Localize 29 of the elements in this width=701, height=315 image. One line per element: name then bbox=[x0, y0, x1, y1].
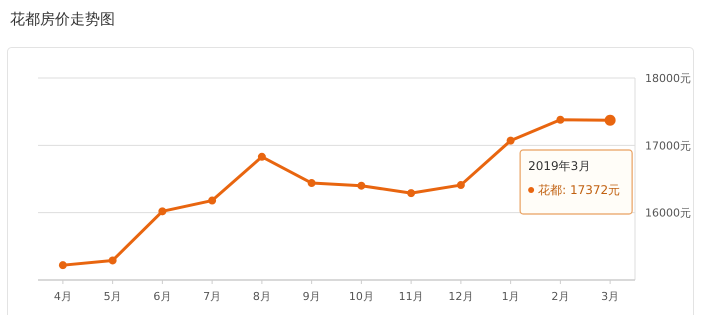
y-tick-label: 17000元 bbox=[645, 139, 691, 152]
point bbox=[456, 181, 465, 190]
x-tick-label: 9月 bbox=[302, 290, 321, 303]
point bbox=[308, 179, 316, 188]
annotation: 花都: 17372元 bbox=[538, 183, 620, 197]
point bbox=[208, 196, 216, 205]
x-tick-label: 7月 bbox=[203, 290, 222, 303]
x-tick-label: 2月 bbox=[551, 290, 570, 303]
y-tick-label: 18000元 bbox=[645, 72, 691, 85]
annotation: 2019年3月 bbox=[528, 159, 590, 173]
point bbox=[357, 182, 366, 190]
point bbox=[108, 256, 117, 264]
y-tick-label: 16000元 bbox=[645, 206, 691, 220]
x-tick-label: 5月 bbox=[104, 290, 122, 303]
x-tick-label: 3月 bbox=[601, 290, 620, 303]
chart-title: 花都房价走势图 bbox=[10, 10, 115, 28]
x-tick-label: 6月 bbox=[153, 290, 172, 303]
point bbox=[556, 116, 564, 124]
point bbox=[158, 207, 166, 216]
x-tick-label: 10月 bbox=[348, 290, 374, 303]
point bbox=[407, 189, 416, 198]
point bbox=[58, 261, 67, 270]
x-tick-label: 1月 bbox=[502, 290, 520, 303]
point bbox=[258, 152, 266, 161]
x-tick-label: 11月 bbox=[398, 290, 424, 303]
x-tick-label: 12月 bbox=[448, 290, 474, 303]
point bbox=[506, 136, 515, 145]
x-tick-label: 4月 bbox=[54, 290, 72, 303]
x-tick-label: 8月 bbox=[252, 290, 271, 303]
